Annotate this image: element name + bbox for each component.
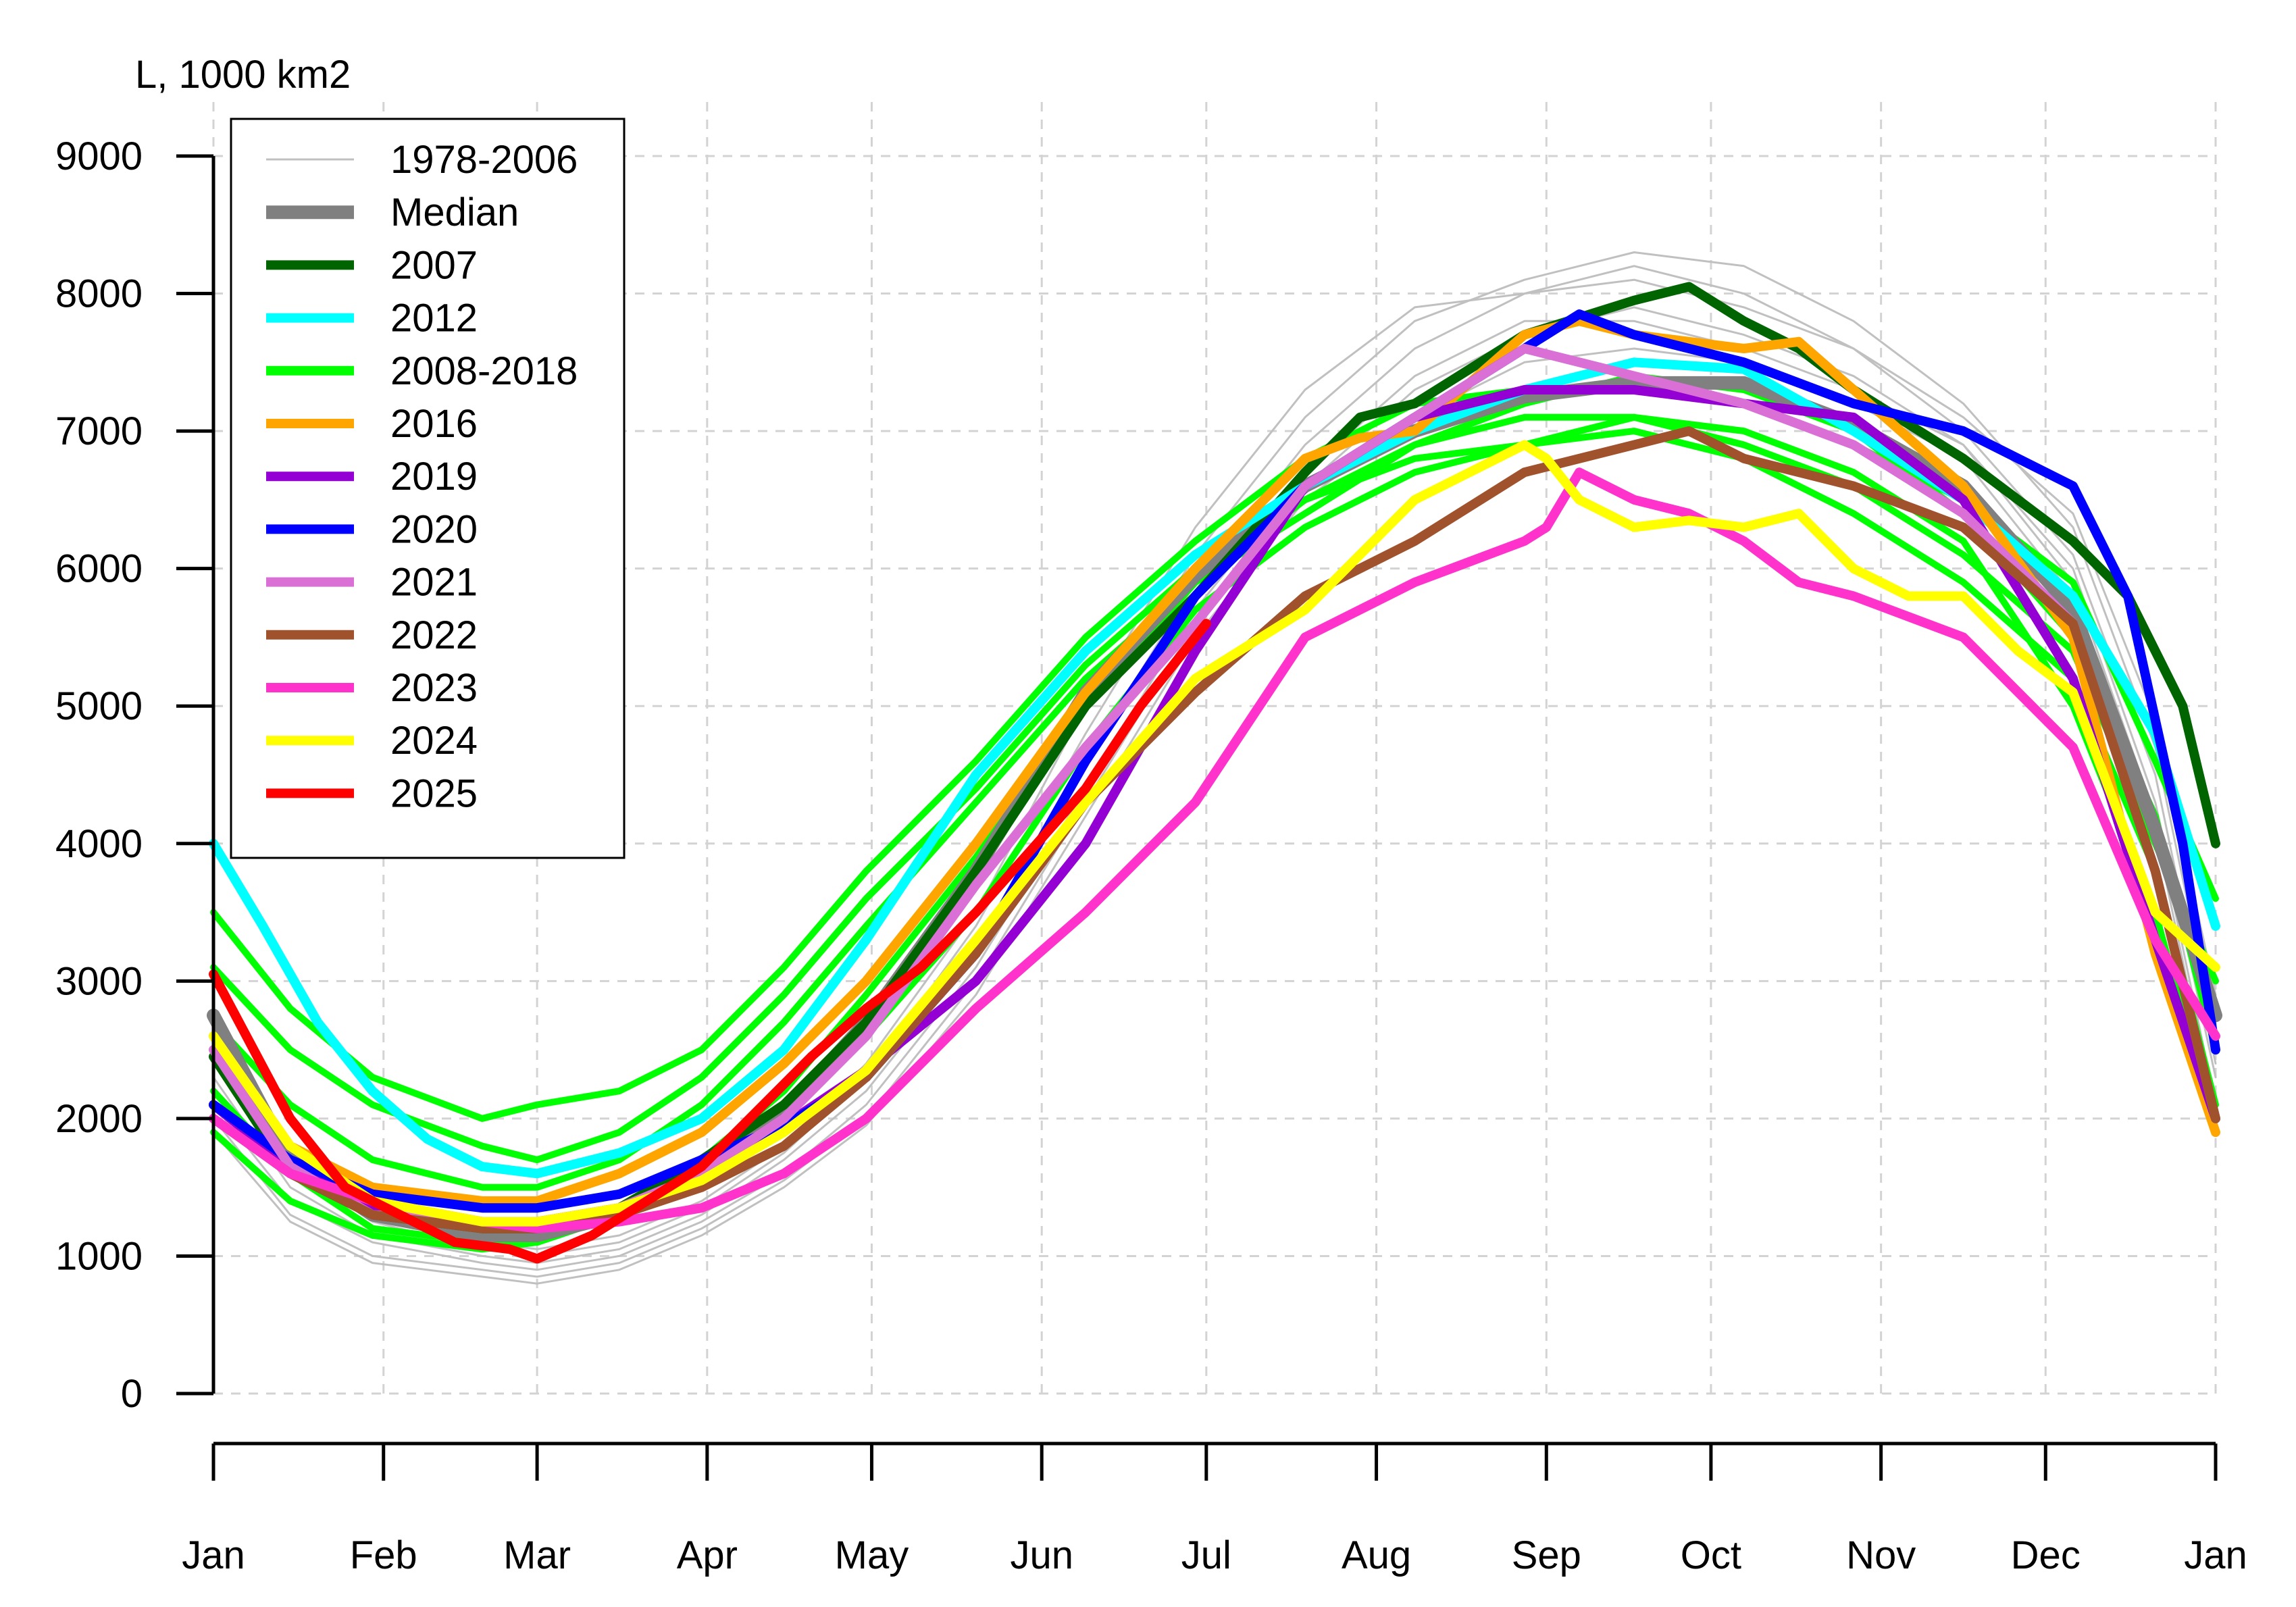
y-tick-label-3: 3000	[55, 959, 143, 1003]
x-tick-label-6: Jul	[1181, 1533, 1231, 1577]
legend-label-12: 2025	[390, 771, 478, 815]
x-tick-label-11: Dec	[2011, 1533, 2081, 1577]
series-line-2016-14	[209, 316, 2220, 1206]
x-tick-label-1: Feb	[350, 1533, 417, 1577]
y-axis-label: L, 1000 km2	[135, 53, 351, 97]
legend-label-6: 2019	[390, 455, 478, 499]
y-tick-label-9: 9000	[55, 134, 143, 178]
x-tick-label-2: Mar	[503, 1533, 571, 1577]
series-line-2024-20	[209, 440, 2220, 1227]
y-tick-label-7: 7000	[55, 409, 143, 453]
legend-label-3: 2012	[390, 297, 478, 340]
x-tick-label-5: Jun	[1010, 1533, 1073, 1577]
legend-box	[230, 118, 626, 859]
legend-label-10: 2023	[390, 666, 478, 710]
y-tick-label-0: 0	[121, 1372, 143, 1416]
legend-label-11: 2024	[390, 719, 478, 763]
series-line-2023-19	[209, 467, 2220, 1233]
series-line-1978-2006-3	[212, 347, 2217, 1285]
x-tick-label-8: Sep	[1512, 1533, 1581, 1577]
x-tick-label-12: Jan	[2184, 1533, 2247, 1577]
y-tick-label-2: 2000	[55, 1097, 143, 1141]
x-tick-label-10: Nov	[1846, 1533, 1916, 1577]
legend-label-2: 2007	[390, 243, 478, 287]
legend-label-4: 2008-2018	[390, 349, 578, 393]
legend-label-8: 2021	[390, 561, 478, 605]
series-line-2012-8	[209, 357, 2220, 1179]
series-line-2020-16	[209, 309, 2220, 1213]
legend: 1978-2006 Median 2007 2012 2008-2018 2016 2019…	[230, 118, 626, 859]
x-tick-label-0: Jan	[182, 1533, 245, 1577]
x-tick-label-3: Apr	[677, 1533, 738, 1577]
x-tick-label-9: Oct	[1681, 1533, 1741, 1577]
y-tick-label-1: 1000	[55, 1234, 143, 1278]
legend-label-9: 2022	[390, 613, 478, 657]
x-axis-ticks: Jan Feb Mar Apr May Jun Jul Aug Sep Oct Nov Dec Jan	[182, 1444, 2247, 1577]
y-tick-label-6: 6000	[55, 547, 143, 591]
data-series-lines	[207, 251, 2222, 1285]
legend-label-7: 2020	[390, 507, 478, 551]
series-line-2008-2018-10	[210, 413, 2219, 1163]
x-tick-label-4: May	[835, 1533, 909, 1577]
y-tick-label-5: 5000	[55, 684, 143, 728]
x-tick-label-7: Aug	[1342, 1533, 1411, 1577]
series-line-2008-2018-11	[210, 428, 2219, 1246]
y-tick-label-4: 4000	[55, 822, 143, 866]
y-tick-label-8: 8000	[55, 272, 143, 316]
legend-label-0: 1978-2006	[390, 138, 578, 182]
y-axis-ticks: 0 1000 2000 3000 4000 5000 6000 7000 8000 9000	[55, 134, 213, 1416]
legend-label-5: 2016	[390, 402, 478, 446]
legend-label-1: Median	[390, 190, 519, 234]
series-line-2025-21	[209, 619, 1211, 1264]
